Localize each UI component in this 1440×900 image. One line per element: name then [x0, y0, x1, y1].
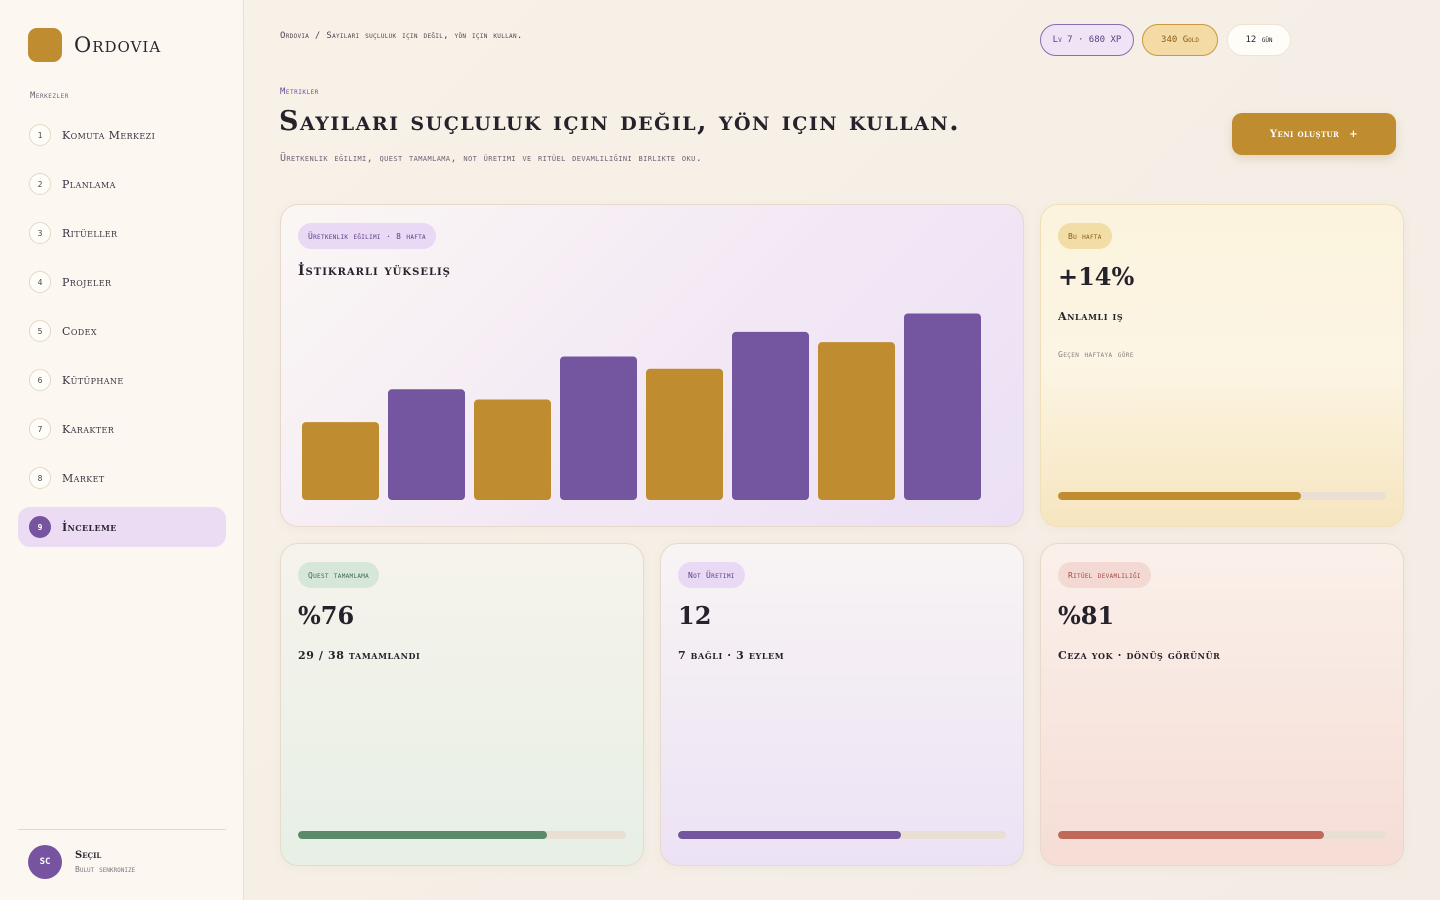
plus-icon: + — [1349, 128, 1359, 140]
quest-completion-card: Quest tamamlama %76 29 / 38 tamamlandı — [280, 543, 644, 866]
nav-number-badge: 3 — [29, 222, 51, 244]
sidebar-item-codex[interactable]: 5 Codex — [18, 311, 226, 351]
quest-value: %76 — [298, 601, 355, 630]
trend-heading: İstikrarlı yükseliş — [298, 263, 451, 279]
sidebar-item-kutuphane[interactable]: 6 Kütüphane — [18, 360, 226, 400]
ritual-progress-track — [1058, 831, 1386, 839]
section-eyebrow: Metrikler — [280, 87, 319, 97]
this-week-card: Bu hafta +14% Anlamlı iş Geçen haftaya g… — [1040, 204, 1404, 527]
week-label: Anlamlı iş — [1058, 310, 1124, 323]
nav-number-badge: 2 — [29, 173, 51, 195]
chart-bar-6 — [732, 331, 809, 500]
sync-status: Bulut senkronize — [75, 865, 136, 874]
sidebar-item-market[interactable]: 8 Market — [18, 458, 226, 498]
create-new-label: Yeni oluştur — [1269, 128, 1340, 140]
chart-bar-4 — [560, 356, 637, 500]
note-progress-fill — [678, 831, 902, 839]
week-tag: Bu hafta — [1058, 223, 1112, 249]
sidebar-item-projeler[interactable]: 4 Projeler — [18, 262, 226, 302]
sidebar-item-komuta-merkezi[interactable]: 1 Komuta Merkezi — [18, 115, 226, 155]
quest-tag: Quest tamamlama — [298, 562, 380, 588]
chart-bar-5 — [646, 368, 723, 500]
sidebar-item-label: Market — [62, 471, 105, 485]
nav-number-badge: 6 — [29, 369, 51, 391]
nav-number-badge: 1 — [29, 124, 51, 146]
sidebar-item-label: İnceleme — [62, 520, 117, 534]
sidebar-item-karakter[interactable]: 7 Karakter — [18, 409, 226, 449]
chart-bar-7 — [818, 342, 895, 500]
page-title: Sayıları suçluluk için değil, yön için k… — [279, 106, 961, 137]
ritual-value: %81 — [1058, 601, 1115, 630]
quest-progress-track — [298, 831, 626, 839]
sidebar-item-label: Komuta Merkezi — [62, 128, 156, 142]
app-logo[interactable]: Ordovia — [28, 28, 161, 62]
sidebar-item-inceleme[interactable]: 9 İnceleme — [18, 507, 226, 547]
week-note: Geçen haftaya göre — [1058, 350, 1134, 359]
nav-number-badge: 8 — [29, 467, 51, 489]
logo-icon — [28, 28, 62, 62]
week-progress-fill — [1058, 492, 1301, 500]
ritual-label: Ceza yok · dönüş görünür — [1058, 649, 1221, 662]
user-text: Seçil Bulut senkronize — [75, 850, 135, 874]
sidebar-item-label: Planlama — [62, 177, 116, 191]
nav-number-badge: 7 — [29, 418, 51, 440]
productivity-bar-chart — [302, 313, 981, 500]
note-value: 12 — [678, 601, 712, 630]
ritual-continuity-card: Ritüel devamlılığı %81 Ceza yok · dönüş … — [1040, 543, 1404, 866]
ritual-progress-fill — [1058, 831, 1324, 839]
level-xp-chip[interactable]: Lv 7 · 680 XP — [1040, 24, 1134, 56]
nav-number-badge: 9 — [29, 516, 51, 538]
week-value: +14% — [1058, 262, 1135, 291]
sidebar-item-planlama[interactable]: 2 Planlama — [18, 164, 226, 204]
gold-chip[interactable]: 340 Gold — [1142, 24, 1218, 56]
week-progress-track — [1058, 492, 1386, 500]
breadcrumb: Ordovia / Sayıları suçluluk için değil, … — [280, 31, 523, 41]
chart-bar-8 — [904, 313, 981, 500]
sidebar-item-label: Karakter — [62, 422, 115, 436]
streak-days-chip[interactable]: 12 gün — [1227, 24, 1291, 56]
sidebar-divider — [18, 829, 226, 830]
nav-number-badge: 4 — [29, 271, 51, 293]
note-production-card: Not Üretimi 12 7 bağlı · 3 eylem — [660, 543, 1024, 866]
avatar: SC — [28, 845, 62, 879]
app-name: Ordovia — [74, 33, 162, 57]
productivity-trend-card: Üretkenlik eğilimi · 8 hafta İstikrarlı … — [280, 204, 1024, 527]
chart-bar-2 — [388, 389, 465, 500]
chart-bar-1 — [302, 422, 379, 500]
nav-number-badge: 5 — [29, 320, 51, 342]
sidebar-item-ritueller[interactable]: 3 Ritüeller — [18, 213, 226, 253]
sidebar-item-label: Projeler — [62, 275, 112, 289]
sidebar: Ordovia Merkezler 1 Komuta Merkezi 2 Pla… — [0, 0, 244, 900]
ritual-tag: Ritüel devamlılığı — [1058, 562, 1151, 588]
user-name: Seçil — [75, 850, 102, 861]
note-tag: Not Üretimi — [678, 562, 745, 588]
sidebar-item-label: Codex — [62, 324, 97, 338]
quest-progress-fill — [298, 831, 548, 839]
sidebar-item-label: Kütüphane — [62, 373, 124, 387]
sidebar-item-label: Ritüeller — [62, 226, 118, 240]
nav-section-title: Merkezler — [30, 91, 69, 101]
page-subtitle: Üretkenlik eğilimi, quest tamamlama, not… — [280, 153, 703, 164]
sidebar-nav: 1 Komuta Merkezi 2 Planlama 3 Ritüeller … — [18, 115, 226, 556]
user-profile[interactable]: SC Seçil Bulut senkronize — [28, 845, 135, 879]
note-progress-track — [678, 831, 1006, 839]
quest-label: 29 / 38 tamamlandı — [298, 649, 421, 662]
note-label: 7 bağlı · 3 eylem — [678, 649, 785, 662]
chart-bar-3 — [474, 399, 551, 500]
trend-tag: Üretkenlik eğilimi · 8 hafta — [298, 223, 436, 249]
create-new-button[interactable]: Yeni oluştur + — [1232, 113, 1396, 155]
